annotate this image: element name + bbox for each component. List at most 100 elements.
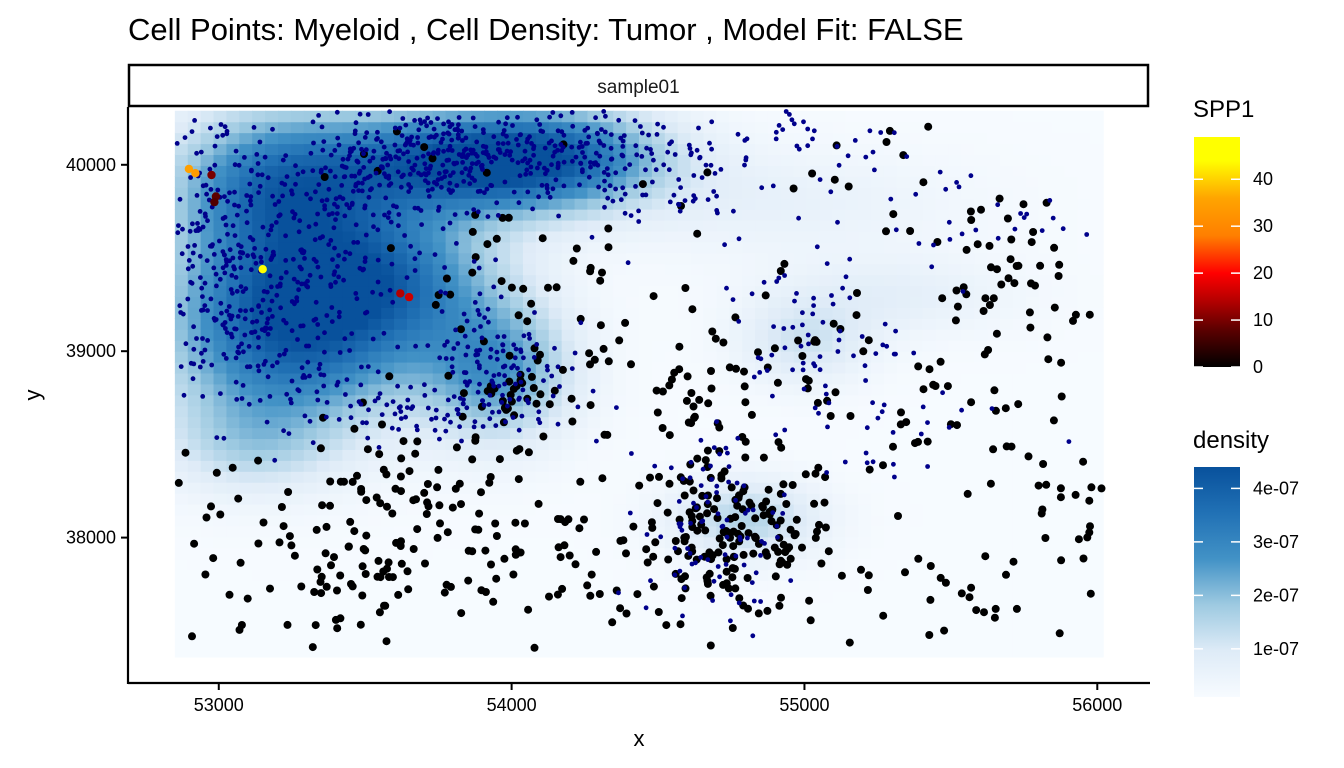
density-cell	[316, 307, 331, 319]
density-cell	[174, 187, 189, 199]
density-cell	[316, 383, 331, 396]
density-cell	[535, 110, 550, 123]
other-cell-point	[993, 265, 1001, 274]
density-cell	[1064, 285, 1078, 298]
density-cell	[484, 427, 498, 440]
density-cell	[677, 296, 692, 308]
density-cell	[742, 558, 756, 571]
density-cell	[639, 198, 653, 210]
density-cell	[987, 416, 1001, 429]
other-cell-point	[853, 289, 861, 297]
density-cell	[742, 361, 756, 374]
myeloid-cell-point	[474, 139, 480, 145]
density-cell	[1012, 154, 1027, 166]
other-cell-point	[505, 351, 514, 360]
density-cell	[290, 361, 305, 374]
density-cell	[355, 307, 369, 319]
density-cell	[651, 318, 666, 330]
density-cell	[278, 176, 292, 188]
density-cell	[587, 340, 601, 352]
density-cell	[639, 285, 653, 298]
density-cell	[226, 241, 240, 254]
myeloid-cell-point	[217, 276, 223, 282]
density-cell	[368, 274, 382, 287]
density-cell	[987, 241, 1001, 254]
other-cell-point	[243, 594, 252, 603]
myeloid-cell-point	[239, 396, 245, 401]
density-cell	[729, 296, 743, 308]
density-cell	[303, 635, 318, 647]
density-cell	[974, 187, 988, 199]
density-cell	[600, 209, 614, 221]
density-cell	[239, 394, 253, 407]
density-cell	[987, 460, 1001, 472]
density-cell	[535, 132, 550, 145]
density-cell	[1051, 558, 1066, 571]
density-cell	[355, 219, 369, 232]
density-cell	[626, 438, 640, 450]
density-cell	[600, 416, 614, 429]
density-cell	[755, 405, 769, 418]
density-cell	[793, 361, 808, 374]
density-cell	[716, 351, 730, 363]
density-cell	[664, 187, 679, 199]
density-cell	[793, 536, 808, 549]
density-cell	[626, 635, 640, 647]
density-cell	[1077, 263, 1091, 276]
density-cell	[1038, 165, 1053, 177]
other-cell-point	[586, 591, 595, 600]
density-cell	[909, 285, 924, 298]
density-cell	[497, 165, 511, 177]
density-cell	[278, 624, 292, 636]
myeloid-cell-point	[434, 181, 440, 187]
density-cell	[651, 263, 666, 276]
density-cell	[342, 536, 356, 549]
density-cell	[278, 274, 292, 287]
density-cell	[961, 427, 975, 440]
density-cell	[265, 525, 279, 538]
density-cell	[1012, 493, 1027, 505]
density-cell	[1025, 143, 1040, 156]
density-cell	[806, 558, 821, 571]
density-cell	[213, 121, 228, 134]
other-cell-point	[1007, 442, 1016, 451]
myeloid-cell-point	[225, 198, 231, 204]
density-cell	[858, 645, 872, 658]
other-cell-point	[497, 277, 506, 286]
density-cell	[1000, 471, 1014, 483]
density-cell	[626, 558, 640, 571]
density-cell	[806, 383, 821, 396]
density-cell	[213, 329, 228, 341]
density-cell	[871, 558, 885, 571]
density-cell	[561, 449, 576, 461]
density-cell	[600, 187, 614, 199]
density-cell	[587, 416, 601, 429]
density-cell	[1000, 296, 1014, 308]
density-cell	[677, 482, 692, 494]
density-cell	[445, 219, 460, 232]
density-cell	[858, 110, 872, 123]
density-cell	[922, 285, 937, 298]
myeloid-cell-point	[254, 152, 260, 157]
density-cell	[458, 558, 472, 571]
density-cell	[987, 187, 1001, 199]
other-cell-point	[829, 319, 838, 328]
density-cell	[406, 187, 421, 199]
density-cell	[909, 252, 924, 265]
density-cell	[1090, 635, 1104, 647]
density-cell	[871, 132, 885, 145]
density-cell	[664, 514, 679, 527]
other-cell-point	[852, 311, 861, 320]
density-cell	[394, 624, 408, 636]
density-cell	[613, 394, 627, 407]
myeloid-cell-point	[313, 259, 319, 264]
density-cell	[729, 460, 743, 472]
density-cell	[858, 252, 872, 265]
myeloid-cell-point	[265, 316, 271, 322]
density-cell	[626, 624, 640, 636]
other-cell-point	[710, 505, 719, 514]
density-cell	[600, 361, 614, 374]
density-cell	[187, 624, 202, 636]
density-cell	[226, 602, 240, 614]
density-cell	[574, 187, 589, 199]
